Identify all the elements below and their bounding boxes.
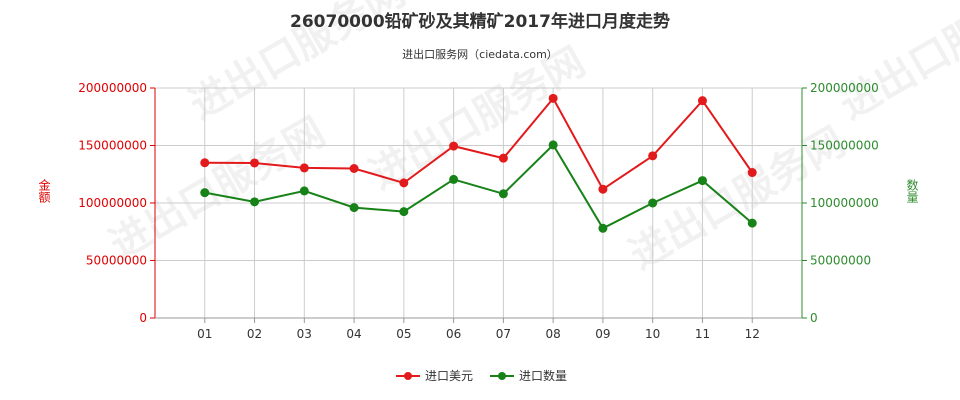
x-tick-label: 01 <box>197 327 212 341</box>
x-tick-label: 05 <box>396 327 411 341</box>
x-tick-label: 04 <box>346 327 361 341</box>
legend-swatch-marker <box>498 372 506 380</box>
series-2-point <box>399 207 409 217</box>
series-2-point <box>349 203 359 213</box>
series-line-2 <box>204 143 753 230</box>
series-1-point <box>648 151 658 161</box>
series-line-1 <box>204 96 754 191</box>
left-axis-title: 金额 <box>37 178 51 204</box>
legend-item-1[interactable]: 进口美元 <box>396 369 473 383</box>
watermark-text: 进出口服务网 <box>362 38 593 199</box>
legend-label: 进口数量 <box>519 368 567 383</box>
series-1-point <box>200 158 210 168</box>
series-2-point <box>548 140 558 150</box>
series-2-point <box>299 186 309 196</box>
right-tick-label: 200000000 <box>810 81 879 95</box>
left-tick-label: 100000000 <box>78 196 147 210</box>
axes-layer: 0500000001000000001500000002000000000500… <box>37 81 919 341</box>
x-tick-label: 02 <box>247 327 262 341</box>
series-2-point <box>648 198 658 208</box>
right-tick-label: 150000000 <box>810 139 879 153</box>
x-tick-label: 07 <box>496 327 511 341</box>
watermark-text: 进出口服务网 <box>102 108 333 269</box>
x-tick-label: 12 <box>745 327 760 341</box>
series-1-point <box>349 164 359 173</box>
right-axis-title: 数量 <box>905 178 919 203</box>
right-tick-label: 50000000 <box>810 254 871 268</box>
legend-item-2[interactable]: 进口数量 <box>490 368 567 383</box>
series-layer <box>200 93 757 233</box>
left-tick-label: 150000000 <box>78 139 147 153</box>
legend-label: 进口美元 <box>425 369 473 383</box>
x-tick-label: 03 <box>297 327 312 341</box>
legend-swatch-marker <box>404 372 412 380</box>
series-1-point <box>548 93 558 103</box>
series-1-point <box>498 153 508 163</box>
series-1-point <box>299 163 309 173</box>
legend[interactable]: 进口美元 进口数量 <box>396 368 567 383</box>
left-tick-label: 0 <box>139 311 147 325</box>
series-1-point <box>598 184 608 194</box>
series-2-point <box>747 218 757 228</box>
series-1-point <box>399 178 409 188</box>
right-tick-label: 0 <box>810 311 818 325</box>
series-2-point <box>250 197 260 207</box>
left-tick-label: 50000000 <box>86 254 147 268</box>
series-1-point <box>250 158 260 168</box>
series-2-point <box>697 176 707 186</box>
series-1-point <box>747 168 757 178</box>
x-tick-label: 08 <box>546 327 561 341</box>
series-2-point <box>498 189 508 199</box>
x-tick-label: 11 <box>695 327 710 341</box>
series-1-point <box>697 96 707 106</box>
x-tick-label: 06 <box>446 327 461 341</box>
right-tick-label: 100000000 <box>810 196 879 210</box>
chart-subtitle: 进出口服务网（ciedata.com） <box>402 47 558 61</box>
x-tick-label: 09 <box>595 327 610 341</box>
left-tick-label: 200000000 <box>78 81 147 95</box>
chart-title: 26070000铅矿砂及其精矿2017年进口月度走势 <box>290 11 670 32</box>
series-2-point <box>200 188 210 198</box>
grid-layer <box>154 87 803 319</box>
series-2-point <box>449 174 459 184</box>
series-2-point <box>598 223 608 233</box>
x-tick-label: 10 <box>645 327 660 341</box>
series-1-point <box>449 141 459 151</box>
watermark-text: 进出口服务网 <box>832 0 960 129</box>
